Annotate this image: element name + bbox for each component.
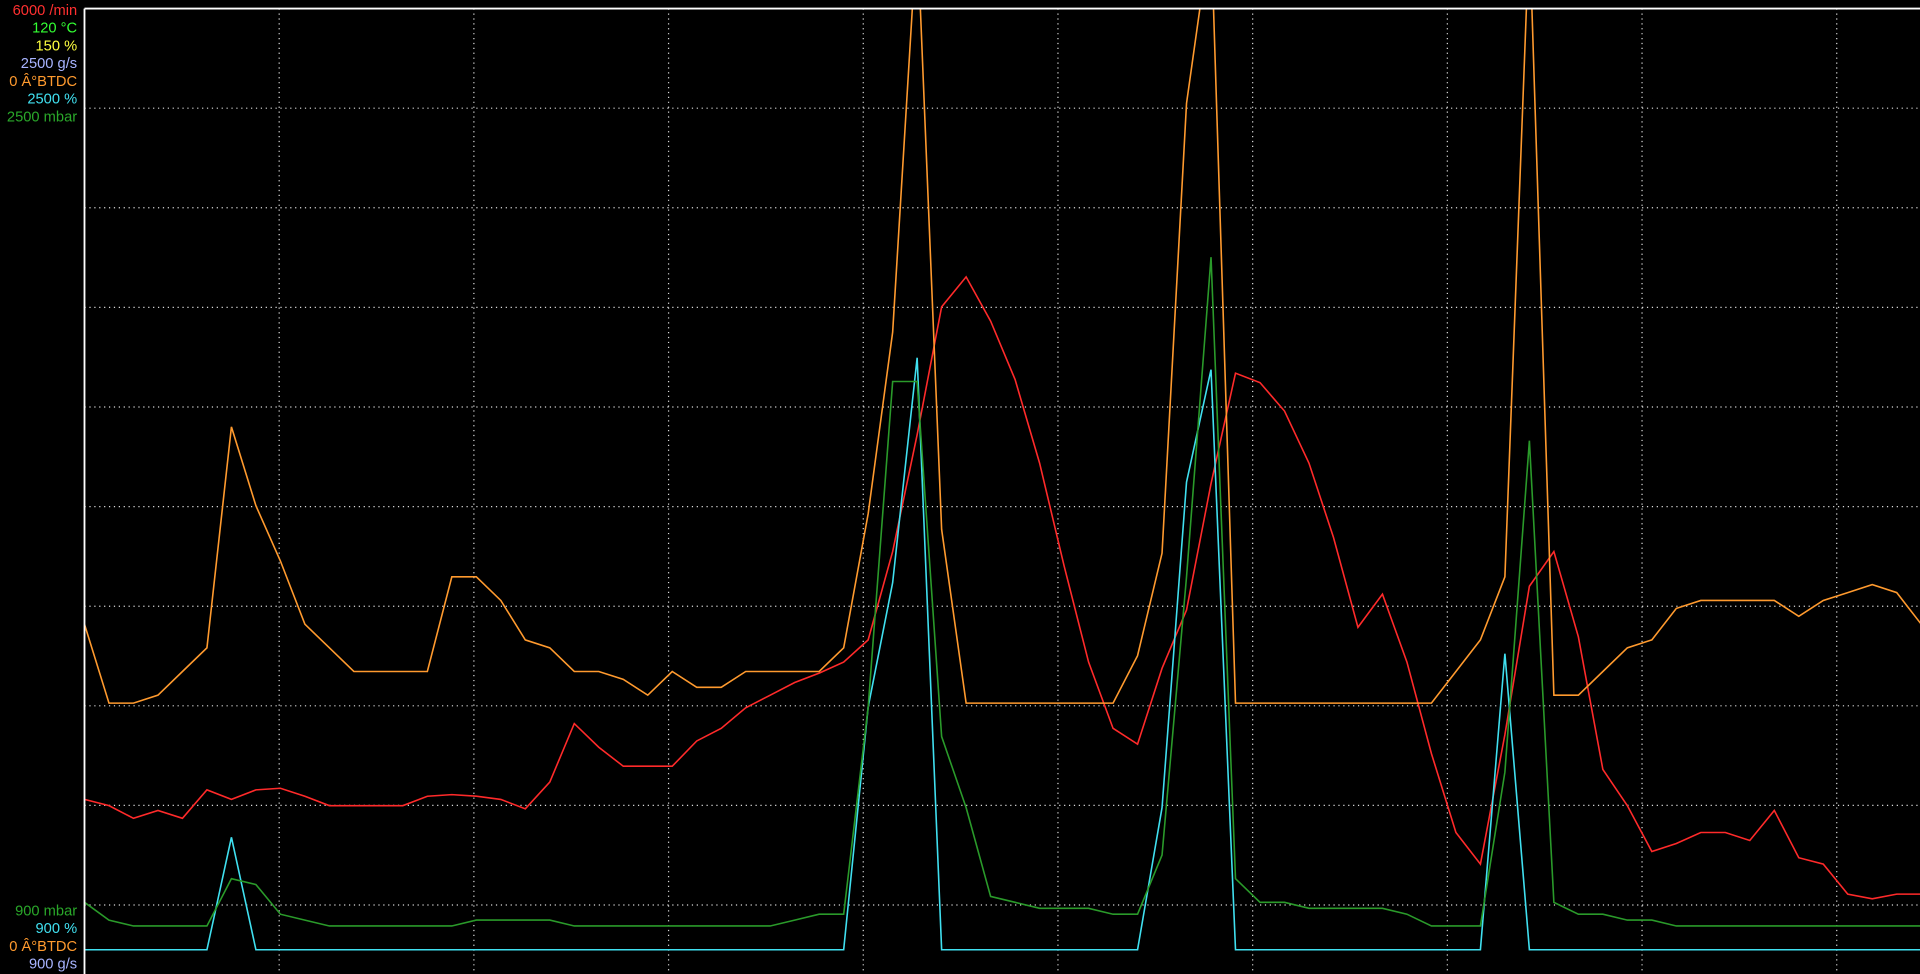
axis-label-bottom: 900 g/s [29,957,77,973]
axis-label-top: 0 Â°BTDC [9,73,77,90]
trace-line [84,275,1920,900]
plot-area [84,8,1920,951]
axis-label-bottom: 0 Â°BTDC [9,938,77,955]
trace-line [84,257,1920,927]
axis-label-top: 120 °C [32,21,77,37]
trace-line [84,357,1920,951]
trace-line [84,8,1920,704]
axis-label-bottom: 900 mbar [15,903,77,919]
axis-label-top: 2500 % [27,92,77,108]
axis-label-bottom: 900 % [35,921,77,937]
axis-label-top: 150 % [35,38,77,54]
axis-label-top: 2500 mbar [7,109,77,125]
grid [84,8,1920,974]
axis-label-top: 2500 g/s [21,56,77,72]
axis-label-top: 6000 /min [13,3,77,19]
